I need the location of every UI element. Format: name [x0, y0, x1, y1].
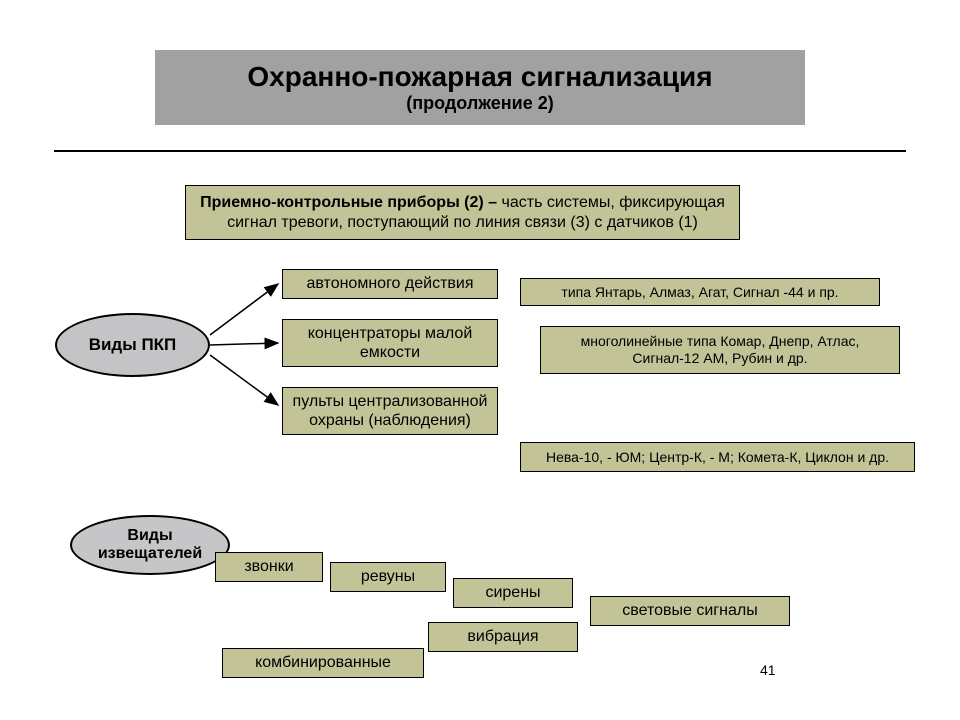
title-main: Охранно-пожарная сигнализация: [247, 61, 712, 93]
ellipse-notifier-types: Виды извещателей: [70, 515, 230, 575]
notifier-5: комбинированные: [222, 648, 424, 678]
title-bar: Охранно-пожарная сигнализация (продолжен…: [155, 50, 805, 125]
pkp-left-1: концентраторы малой емкости: [282, 319, 498, 367]
pkp-left-0: автономного действия: [282, 269, 498, 299]
definition-box: Приемно-контрольные приборы (2) – часть …: [185, 185, 740, 240]
definition-text: Приемно-контрольные приборы (2) – часть …: [192, 193, 733, 231]
ellipse-pkp-label: Виды ПКП: [89, 336, 177, 355]
notifier-0: звонки: [215, 552, 323, 582]
page-number: 41: [760, 662, 776, 678]
pkp-right-2: Нева-10, - ЮМ; Центр-К, - М; Комета-К, Ц…: [520, 442, 915, 472]
notifier-1: ревуны: [330, 562, 446, 592]
notifier-4: вибрация: [428, 622, 578, 652]
pkp-right-0: типа Янтарь, Алмаз, Агат, Сигнал -44 и п…: [520, 278, 880, 306]
notifier-3: световые сигналы: [590, 596, 790, 626]
title-sub: (продолжение 2): [406, 93, 554, 114]
divider: [54, 150, 906, 152]
pkp-right-1: многолинейные типа Комар, Днепр, Атлас, …: [540, 326, 900, 374]
ellipse-pkp-types: Виды ПКП: [55, 313, 210, 377]
pkp-left-2: пульты централизованной охраны (наблюден…: [282, 387, 498, 435]
notifier-2: сирены: [453, 578, 573, 608]
ellipse-notifier-label: Виды извещателей: [78, 527, 222, 562]
slide: Охранно-пожарная сигнализация (продолжен…: [0, 0, 960, 720]
